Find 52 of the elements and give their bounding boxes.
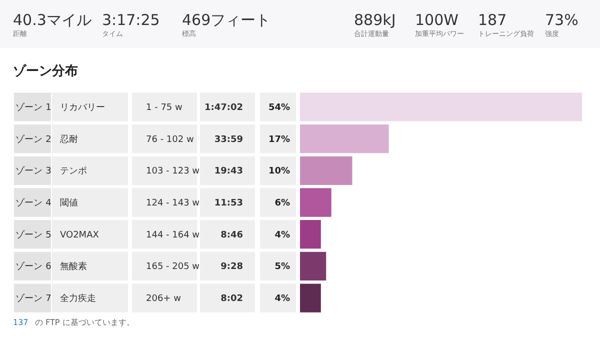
text: 19:43 bbox=[214, 166, 243, 177]
data-label: 54% bbox=[268, 102, 290, 113]
text: 33:59 bbox=[214, 134, 243, 145]
data-label: 17% bbox=[268, 134, 290, 145]
text: 144 - 164 w bbox=[146, 230, 200, 240]
text: 137 bbox=[13, 318, 28, 327]
bar bbox=[300, 92, 582, 122]
text: 40.3マイル bbox=[13, 11, 92, 29]
text: 1 - 75 w bbox=[146, 102, 182, 113]
y-tick-label: ゾーン 3 bbox=[16, 166, 52, 177]
data-label: 10% bbox=[268, 166, 290, 177]
text: の FTP に基づいています。 bbox=[35, 318, 134, 327]
bar bbox=[300, 252, 326, 281]
bar bbox=[300, 220, 321, 249]
bar bbox=[300, 188, 332, 217]
text: ゾーン分布 bbox=[13, 63, 78, 79]
y-tick-label: ゾーン 4 bbox=[16, 198, 52, 208]
text: 閾値 bbox=[60, 198, 78, 208]
text: 103 - 123 w bbox=[146, 166, 200, 177]
text: 100W bbox=[415, 11, 459, 29]
y-tick-label: ゾーン 1 bbox=[16, 102, 52, 113]
y-tick-label: ゾーン 6 bbox=[16, 261, 52, 272]
text: 9:28 bbox=[220, 262, 243, 272]
text: テンポ bbox=[60, 166, 87, 177]
bar bbox=[300, 284, 321, 312]
text: 3:17:25 bbox=[102, 11, 160, 29]
text: 124 - 143 w bbox=[146, 198, 200, 208]
text: 76 - 102 w bbox=[146, 134, 194, 145]
text: 無酸素 bbox=[60, 261, 87, 272]
text: 889kJ bbox=[354, 11, 396, 29]
text: 206+ w bbox=[146, 294, 181, 304]
text: 11:53 bbox=[214, 198, 243, 208]
y-tick-label: ゾーン 2 bbox=[16, 134, 52, 145]
text: 73% bbox=[545, 11, 578, 29]
text: VO2MAX bbox=[60, 230, 99, 240]
text: 8:02 bbox=[220, 294, 243, 304]
text: 187 bbox=[478, 11, 507, 29]
text: リカバリー bbox=[60, 102, 105, 113]
text: 全力疾走 bbox=[60, 293, 96, 304]
y-tick-label: ゾーン 7 bbox=[16, 293, 52, 304]
text: 1:47:02 bbox=[204, 102, 243, 113]
bar bbox=[300, 124, 389, 154]
text: 8:46 bbox=[220, 230, 243, 240]
data-label: 5% bbox=[274, 262, 290, 272]
bar bbox=[300, 156, 352, 185]
data-label: 6% bbox=[274, 198, 290, 208]
data-label: 4% bbox=[274, 294, 290, 304]
data-label: 4% bbox=[274, 230, 290, 240]
y-tick-label: ゾーン 5 bbox=[16, 229, 52, 240]
text: 忍耐 bbox=[59, 134, 78, 145]
text: 469フィート bbox=[182, 11, 271, 29]
text: 165 - 205 w bbox=[146, 262, 200, 272]
